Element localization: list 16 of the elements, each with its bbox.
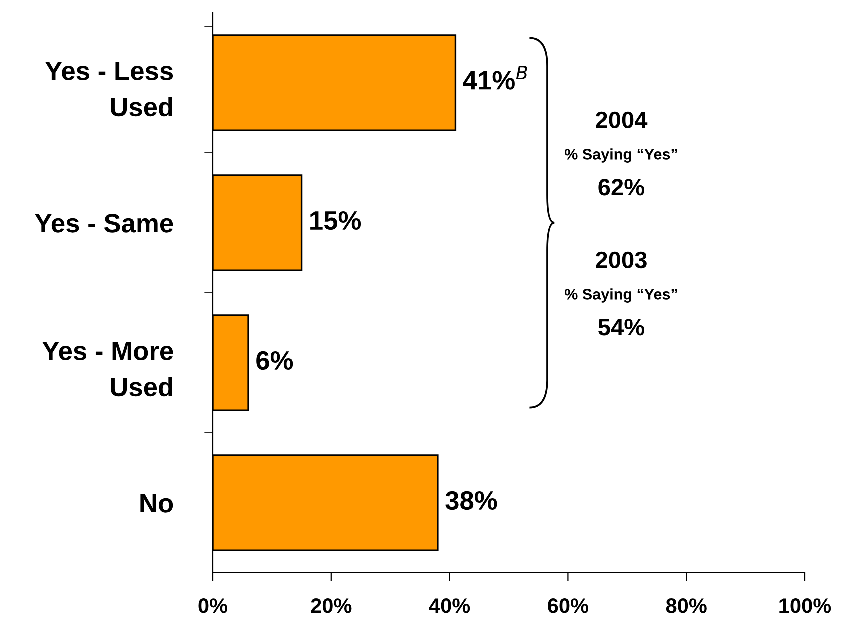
x-tick-label: 40%: [429, 598, 470, 614]
y-tick-label: Yes - More Used: [42, 342, 174, 397]
data-label: 38%: [446, 491, 498, 510]
y-tick-label: No: [140, 494, 174, 513]
x-tick-label: 20%: [311, 598, 352, 614]
annotation: 2003 % Saying “Yes” 54%: [564, 252, 678, 336]
y-tick-label: Yes - Less Used: [45, 62, 174, 117]
annotation: 2004 % Saying “Yes” 62%: [564, 112, 678, 196]
data-label: 41%$^{B}$: [463, 66, 528, 90]
y-tick-label: Yes - Same: [35, 214, 174, 233]
x-tick-label: 80%: [666, 598, 707, 614]
x-tick-label: 60%: [548, 598, 588, 614]
x-tick-label: 0%: [198, 598, 228, 614]
data-label: 6%: [256, 351, 294, 370]
data-label: 15%: [310, 211, 362, 230]
x-tick-label: 100%: [780, 598, 832, 614]
